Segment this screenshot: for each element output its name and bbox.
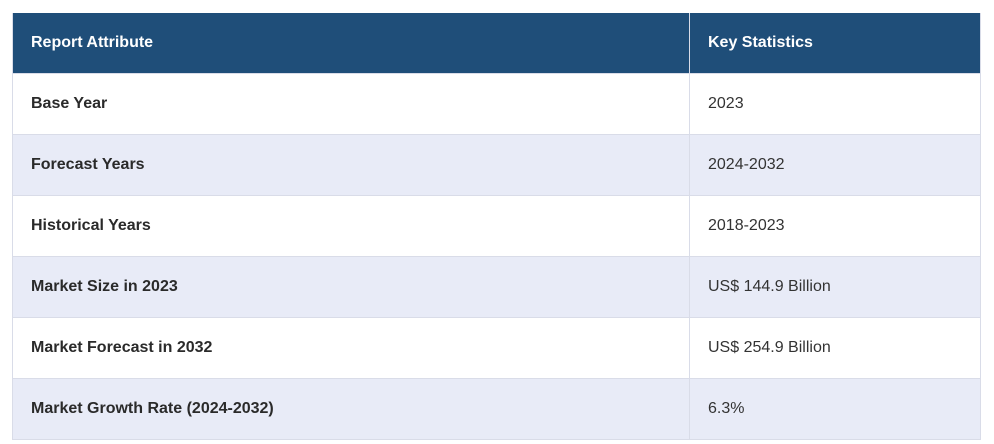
column-header-report-attribute: Report Attribute <box>12 13 690 74</box>
table-row: Forecast Years 2024-2032 <box>12 134 981 196</box>
table-row: Historical Years 2018-2023 <box>12 195 981 257</box>
table-row: Base Year 2023 <box>12 73 981 135</box>
report-attributes-table: Report Attribute Key Statistics Base Yea… <box>12 13 981 440</box>
row-attribute-cell: Base Year <box>12 73 690 135</box>
table-row: Market Growth Rate (2024-2032) 6.3% <box>12 378 981 440</box>
row-value-cell: 2024-2032 <box>689 134 981 196</box>
column-header-key-statistics: Key Statistics <box>689 13 981 74</box>
row-value-cell: 2023 <box>689 73 981 135</box>
table-row: Market Forecast in 2032 US$ 254.9 Billio… <box>12 317 981 379</box>
table-header-row: Report Attribute Key Statistics <box>12 13 981 74</box>
row-attribute-cell: Market Forecast in 2032 <box>12 317 690 379</box>
table-row: Market Size in 2023 US$ 144.9 Billion <box>12 256 981 318</box>
row-value-cell: US$ 144.9 Billion <box>689 256 981 318</box>
row-value-cell: 6.3% <box>689 378 981 440</box>
report-attributes-table-container: Report Attribute Key Statistics Base Yea… <box>12 13 981 440</box>
row-attribute-cell: Market Growth Rate (2024-2032) <box>12 378 690 440</box>
row-value-cell: 2018-2023 <box>689 195 981 257</box>
row-value-cell: US$ 254.9 Billion <box>689 317 981 379</box>
row-attribute-cell: Forecast Years <box>12 134 690 196</box>
row-attribute-cell: Market Size in 2023 <box>12 256 690 318</box>
row-attribute-cell: Historical Years <box>12 195 690 257</box>
